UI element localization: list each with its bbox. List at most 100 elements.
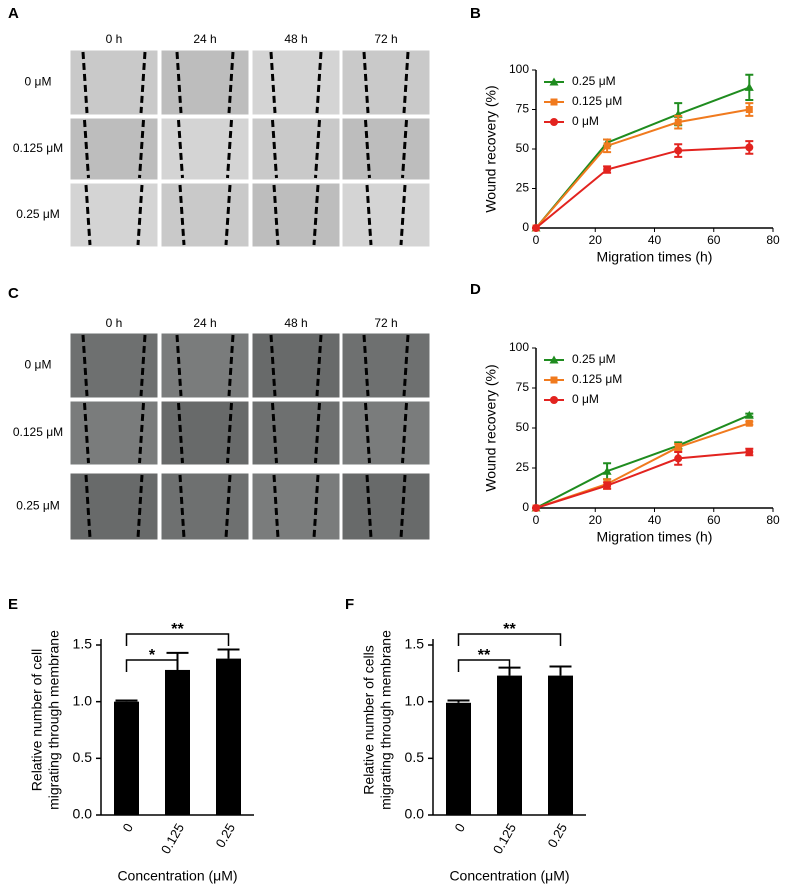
y-tick-label: 50 bbox=[516, 420, 530, 434]
micrograph bbox=[341, 472, 431, 541]
x-tick-label: 0 bbox=[119, 821, 136, 835]
x-tick-label: 20 bbox=[589, 513, 603, 527]
wound-edge bbox=[178, 184, 186, 246]
micrograph bbox=[341, 49, 431, 116]
wound-edge bbox=[175, 334, 183, 397]
x-tick-label: 0.125 bbox=[490, 821, 519, 857]
legend-marker bbox=[549, 77, 559, 86]
wound-edge bbox=[136, 184, 144, 246]
column-label: 0 h bbox=[106, 316, 123, 330]
point bbox=[674, 118, 682, 126]
x-tick-label: 80 bbox=[766, 233, 780, 247]
wound-edge bbox=[362, 51, 370, 114]
wound-edge bbox=[84, 184, 92, 246]
x-tick-label: 40 bbox=[648, 513, 662, 527]
y-tick-label: 0.0 bbox=[405, 806, 425, 822]
column-label: 48 h bbox=[284, 32, 307, 46]
significance-bracket bbox=[457, 659, 511, 672]
wound-edge bbox=[139, 334, 147, 397]
x-tick-label: 0.25 bbox=[212, 821, 238, 850]
micrograph bbox=[251, 400, 341, 466]
wound-edge bbox=[272, 184, 280, 246]
x-tick-label: 40 bbox=[648, 233, 662, 247]
y-tick-label: 0.0 bbox=[73, 806, 93, 822]
y-tick-label: 100 bbox=[509, 340, 529, 354]
wound-edge bbox=[271, 402, 278, 464]
column-label: 72 h bbox=[374, 316, 397, 330]
legend-label: 0 μM bbox=[572, 114, 599, 128]
wound-edge bbox=[402, 334, 410, 397]
column-label: 48 h bbox=[284, 316, 307, 330]
x-axis-label: Concentration (μM) bbox=[117, 868, 237, 884]
legend-label: 0.25 μM bbox=[572, 74, 616, 88]
x-tick-label: 20 bbox=[589, 233, 603, 247]
x-tick-label: 0 bbox=[533, 513, 540, 527]
x-tick-label: 0 bbox=[533, 233, 540, 247]
significance-bracket bbox=[125, 659, 179, 672]
y-tick-label: 100 bbox=[509, 62, 529, 76]
legend-label: 0.125 μM bbox=[572, 372, 622, 386]
wound-edge bbox=[269, 334, 277, 397]
bar bbox=[165, 669, 190, 815]
row-label: 0.125 μM bbox=[13, 141, 63, 155]
y-tick-label: 1.5 bbox=[73, 636, 93, 652]
column-label: 72 h bbox=[374, 32, 397, 46]
wound-edge bbox=[365, 184, 373, 246]
series-line bbox=[535, 108, 750, 229]
micrograph bbox=[160, 400, 250, 466]
panel-letter: B bbox=[470, 5, 481, 22]
point bbox=[745, 143, 754, 152]
series-line bbox=[535, 86, 750, 229]
wound-edge bbox=[226, 402, 233, 464]
y-axis-label: migrating through membrane bbox=[46, 630, 62, 810]
wound-edge bbox=[271, 119, 278, 179]
point bbox=[745, 448, 754, 456]
bar bbox=[114, 701, 139, 815]
error-bar bbox=[549, 665, 572, 676]
y-tick-label: 1.0 bbox=[73, 692, 93, 708]
column-label: 24 h bbox=[193, 316, 216, 330]
y-tick-label: 75 bbox=[516, 102, 530, 116]
row-label: 0.25 μM bbox=[16, 207, 60, 221]
micrograph bbox=[69, 472, 159, 541]
x-tick-label: 80 bbox=[766, 513, 780, 527]
wound-edge bbox=[315, 51, 323, 114]
y-tick-label: 1.0 bbox=[405, 692, 425, 708]
panel-letter: C bbox=[8, 285, 19, 302]
wound-edge bbox=[227, 334, 235, 397]
wound-edge bbox=[138, 402, 145, 464]
legend-marker bbox=[549, 355, 559, 364]
point bbox=[744, 410, 754, 419]
x-axis-label: Migration times (h) bbox=[597, 529, 713, 545]
y-tick-label: 25 bbox=[516, 460, 530, 474]
row-label: 0.125 μM bbox=[13, 425, 63, 439]
wound-edge bbox=[138, 119, 145, 179]
x-tick-label: 0 bbox=[451, 821, 468, 835]
x-tick-label: 0.25 bbox=[544, 821, 570, 850]
point bbox=[744, 82, 754, 91]
wound-edge bbox=[226, 119, 233, 179]
wound-edge bbox=[269, 51, 277, 114]
micrograph bbox=[69, 182, 159, 248]
y-axis-label: Wound recovery (%) bbox=[483, 364, 499, 491]
series-line bbox=[535, 451, 750, 509]
wound-edge bbox=[401, 402, 408, 464]
wound-edge bbox=[227, 51, 235, 114]
series-line bbox=[535, 146, 750, 229]
panel-letter: F bbox=[345, 596, 354, 613]
significance-label: ** bbox=[478, 647, 491, 664]
panel-letter: E bbox=[8, 596, 18, 613]
wound-edge bbox=[177, 402, 184, 464]
point bbox=[532, 504, 540, 512]
micrograph bbox=[251, 117, 341, 181]
x-axis-label: Concentration (μM) bbox=[449, 868, 569, 884]
y-axis-label: Relative number of cell bbox=[29, 649, 45, 791]
y-axis-label: migrating through membrane bbox=[378, 630, 394, 810]
legend-label: 0.25 μM bbox=[572, 352, 616, 366]
wound-edge bbox=[312, 184, 320, 246]
wound-edge bbox=[81, 334, 89, 397]
wound-edge bbox=[81, 51, 89, 114]
wound-edge bbox=[224, 184, 232, 246]
micrograph bbox=[69, 49, 159, 116]
